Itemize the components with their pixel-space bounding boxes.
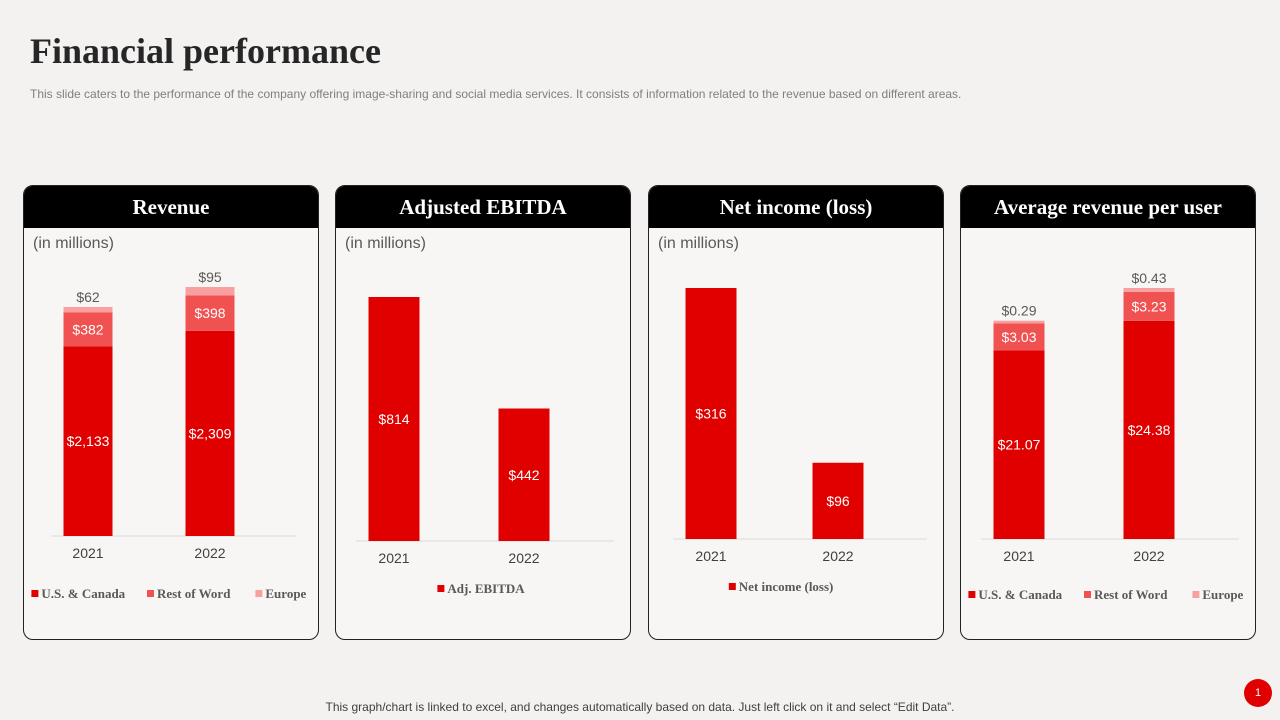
arpu-legend-swatch <box>968 591 976 598</box>
net-income-x-tick-label: 2022 <box>822 548 853 564</box>
revenue-data-label: $2,309 <box>189 425 232 441</box>
revenue-data-label: $2,133 <box>67 433 110 449</box>
revenue-data-label: $95 <box>198 269 222 285</box>
revenue-data-label: $382 <box>72 321 103 337</box>
net-income-unit-label: (in millions) <box>658 235 739 252</box>
slide-subtitle: This slide caters to the performance of … <box>30 87 962 101</box>
net-income-bar-2022-net-income-loss- <box>812 462 864 539</box>
arpu-chart[interactable]: $21.07 $3.03 $0.29 2021 $24.38 $3.23 $0.43 2022… <box>961 228 1256 639</box>
arpu-panel-title: Average revenue per user <box>961 186 1255 228</box>
footnote: This graph/chart is linked to excel, and… <box>325 700 955 714</box>
revenue-bar-2021-rest-of-word <box>63 312 113 347</box>
revenue-data-label: $398 <box>194 305 225 321</box>
revenue-bar-2022-u-s-canada <box>185 330 235 536</box>
arpu-data-label: $3.23 <box>1131 298 1166 314</box>
ebitda-chart[interactable]: $814 2021 $442 2022 Adj. EBITDA <box>336 228 631 639</box>
arpu-bar-2022-u-s-canada <box>1123 320 1175 539</box>
net-income-legend-swatch <box>728 583 736 590</box>
net-income-chart[interactable]: $316 2021 $96 2022 Net income (loss) <box>649 228 944 639</box>
revenue-panel-title: Revenue <box>24 186 318 228</box>
arpu-bar-2021-u-s-canada <box>993 350 1045 539</box>
revenue-legend-swatch <box>31 590 39 597</box>
net-income-bar-2021-net-income-loss- <box>685 288 737 539</box>
revenue-bar-2022-rest-of-word <box>185 295 235 331</box>
revenue-chart[interactable]: $2,133 $382 $62 2021 $2,309 $398 $95 2022 U.S. &… <box>24 228 319 639</box>
revenue-legend-label: U.S. & Canada <box>41 586 125 601</box>
arpu-bar-2022-rest-of-word <box>1123 291 1175 321</box>
arpu-bar-2022-europe <box>1123 288 1175 292</box>
ebitda-panel[interactable]: Adjusted EBITDA (in millions) $814 2021 $4… <box>335 185 631 640</box>
net-income-legend-label: Net income (loss) <box>739 579 834 594</box>
revenue-panel[interactable]: Revenue (in millions) $2,133 $382 $62 2021 $… <box>23 185 319 640</box>
net-income-panel-title: Net income (loss) <box>649 186 943 228</box>
ebitda-bar-2021-adj-ebitda <box>368 297 420 541</box>
ebitda-x-tick-label: 2022 <box>508 550 539 566</box>
page-number-badge: 1 <box>1244 679 1272 707</box>
net-income-data-label: $316 <box>695 406 726 422</box>
revenue-bar-2021-europe <box>63 306 113 313</box>
revenue-data-label: $62 <box>76 289 100 305</box>
ebitda-data-label: $442 <box>508 467 539 483</box>
arpu-bar-2021-europe <box>993 320 1045 324</box>
revenue-legend-label: Rest of Word <box>157 586 231 601</box>
revenue-x-tick-label: 2022 <box>194 545 225 561</box>
revenue-bar-2021-u-s-canada <box>63 346 113 536</box>
arpu-bar-2021-rest-of-word <box>993 323 1045 351</box>
ebitda-legend-label: Adj. EBITDA <box>447 581 525 596</box>
net-income-panel[interactable]: Net income (loss) (in millions) $316 2021… <box>648 185 944 640</box>
revenue-bar-2022-europe <box>185 287 235 296</box>
arpu-legend-label: Rest of Word <box>1094 587 1168 602</box>
arpu-legend-label: Europe <box>1202 587 1243 602</box>
revenue-legend-swatch <box>255 590 263 597</box>
net-income-data-label: $96 <box>826 493 850 509</box>
arpu-data-label: $21.07 <box>998 437 1041 453</box>
ebitda-bar-2022-adj-ebitda <box>498 408 550 541</box>
arpu-legend-swatch <box>1192 591 1200 598</box>
net-income-x-tick-label: 2021 <box>695 548 726 564</box>
slide-title: Financial performance <box>30 31 381 71</box>
arpu-legend-label: U.S. & Canada <box>978 587 1062 602</box>
arpu-data-label: $3.03 <box>1001 329 1036 345</box>
ebitda-legend-swatch <box>437 585 445 592</box>
ebitda-data-label: $814 <box>378 411 409 427</box>
ebitda-unit-label: (in millions) <box>345 235 426 252</box>
arpu-x-tick-label: 2021 <box>1003 548 1034 564</box>
revenue-x-tick-label: 2021 <box>72 545 103 561</box>
ebitda-x-tick-label: 2021 <box>378 550 409 566</box>
arpu-data-label: $24.38 <box>1128 422 1171 438</box>
ebitda-panel-title: Adjusted EBITDA <box>336 186 630 228</box>
arpu-data-label: $0.43 <box>1131 270 1166 286</box>
arpu-legend-swatch <box>1084 591 1091 598</box>
revenue-legend-label: Europe <box>265 586 306 601</box>
revenue-legend-swatch <box>147 590 154 597</box>
arpu-panel[interactable]: Average revenue per user $21.07 $3.03 $0.2… <box>960 185 1256 640</box>
arpu-x-tick-label: 2022 <box>1133 548 1164 564</box>
arpu-data-label: $0.29 <box>1001 303 1036 319</box>
revenue-unit-label: (in millions) <box>33 235 114 252</box>
